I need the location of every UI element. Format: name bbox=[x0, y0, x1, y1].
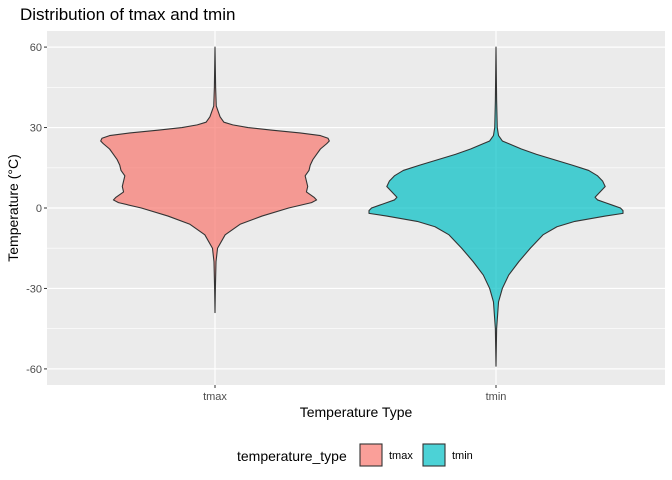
legend-label-tmin: tmin bbox=[452, 450, 473, 462]
x-tick-label-tmax: tmax bbox=[203, 391, 227, 403]
y-tick-label: 60 bbox=[30, 42, 42, 54]
y-axis-ticks: -60 -30 0 30 60 bbox=[26, 42, 47, 376]
y-tick-label: -60 bbox=[26, 364, 42, 376]
legend-key-tmin bbox=[422, 443, 446, 467]
violin-tmax bbox=[100, 46, 330, 314]
legend-label-tmax: tmax bbox=[389, 450, 413, 462]
legend: temperature_type tmax tmin bbox=[237, 443, 473, 467]
y-axis-title: Temperature (°C) bbox=[5, 154, 21, 262]
legend-key-tmax bbox=[359, 443, 383, 467]
y-tick-label: 30 bbox=[30, 123, 42, 135]
chart-title: Distribution of tmax and tmin bbox=[20, 5, 235, 24]
violins bbox=[100, 46, 624, 367]
violin-tmin bbox=[368, 46, 624, 367]
y-tick-label: -30 bbox=[26, 283, 42, 295]
y-tick-label: 0 bbox=[36, 203, 42, 215]
x-tick-label-tmin: tmin bbox=[486, 391, 507, 403]
x-axis-ticks: tmax tmin bbox=[203, 385, 506, 403]
x-axis-title: Temperature Type bbox=[300, 404, 413, 420]
legend-title: temperature_type bbox=[237, 448, 347, 464]
